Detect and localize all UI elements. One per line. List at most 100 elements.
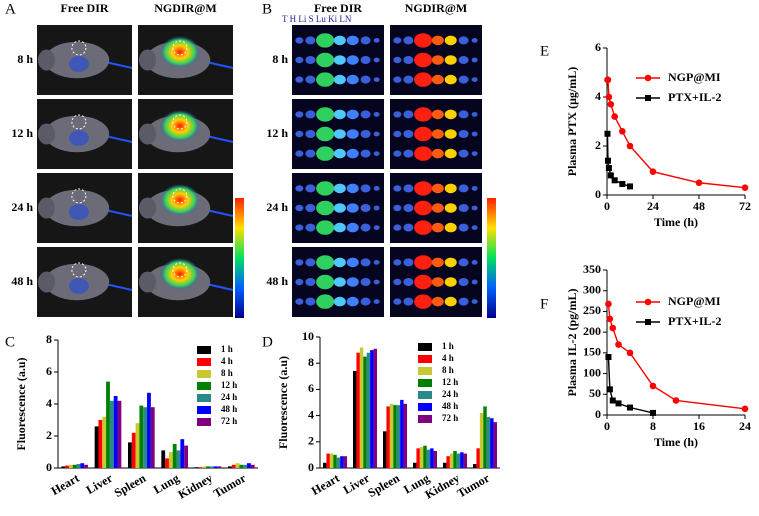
column-header: NGDIR@M [405,1,468,15]
organ-signal [360,204,371,212]
organ-signal [305,56,316,64]
legend-label: 24 h [221,392,237,402]
organ-signal [403,278,414,286]
bar [135,423,140,468]
bar [446,456,450,468]
organ-signal [444,257,457,268]
row-label: 24 h [11,200,33,214]
organ-signal [431,296,444,307]
bar [113,396,118,468]
bar [413,462,417,468]
bar [250,464,255,468]
point [741,405,749,413]
mouse-head [138,123,157,145]
point [605,165,612,172]
point [615,400,622,407]
organ-signal [471,299,478,304]
organ-signal [316,52,335,68]
row-label: 8 h [272,52,288,66]
point [609,397,616,404]
point [626,142,634,150]
y-tick-label: 8 [46,332,52,346]
bar [419,447,424,468]
colorbar [487,198,496,318]
organ-signal [414,181,433,196]
bar [366,352,371,468]
bar [98,420,103,468]
y-tick-label: 50 [589,386,601,400]
bar [239,464,244,468]
point [604,130,611,137]
point [615,341,622,348]
organ-signal [444,183,457,194]
organ-signal [316,146,335,161]
y-tick-label: 150 [583,345,601,359]
tumor-outline [172,114,188,130]
legend-marker [645,95,651,101]
point [649,168,657,176]
bar [423,445,427,468]
organ-signal [393,130,402,138]
organ-signal [295,37,304,44]
organ-signal [403,184,414,193]
legend-swatch [418,403,432,411]
organ-signal [373,151,380,157]
bar [184,445,188,468]
organ-signal [458,130,469,138]
bar [370,350,374,468]
organ-signal [305,258,316,267]
organ-signal [431,55,444,65]
bar [84,464,88,468]
organ-signal [403,56,414,64]
x-tick-label: 0 [604,419,610,433]
bar [213,466,218,468]
bar [194,467,199,468]
organ-signal [305,204,316,212]
bar [453,450,457,468]
point [607,172,614,179]
organ-signal [458,297,469,306]
organ-signal [403,36,414,45]
organ-signal [295,185,304,192]
bar [172,444,177,468]
bar [396,405,401,468]
organ-signal [471,260,478,265]
organ-signal [373,112,380,117]
legend-marker [644,74,652,82]
row-label: 48 h [266,274,288,288]
legend-swatch [418,343,432,351]
organ-signal [458,56,469,64]
organ-signal [471,186,478,191]
organ-signal [305,149,316,158]
panel-label: C [5,334,15,350]
bar [386,406,390,468]
bar [143,407,148,468]
organ-signal [360,184,371,193]
point [606,315,614,323]
organ-signal [393,185,402,192]
point [627,183,633,190]
legend-swatch [418,355,432,363]
organ-signal [414,126,433,142]
panel-label: D [262,334,273,350]
organ-signal [305,36,316,45]
bar [460,452,464,468]
organ-signal [414,72,433,87]
bar [176,450,181,468]
mouse-head [138,271,157,293]
organ-signal [316,181,335,196]
bar [168,452,173,468]
organ-signal [373,186,380,191]
bar [235,463,240,468]
legend-label: 48 h [221,404,237,414]
bar [217,466,222,468]
organ-signal [333,74,346,85]
legend-label: 12 h [221,380,237,390]
organ-signal [360,75,371,84]
bar [231,464,236,468]
signal [68,278,89,294]
bar [403,403,407,468]
bar [443,462,447,468]
organ-signal [295,56,304,64]
bar [373,348,377,468]
